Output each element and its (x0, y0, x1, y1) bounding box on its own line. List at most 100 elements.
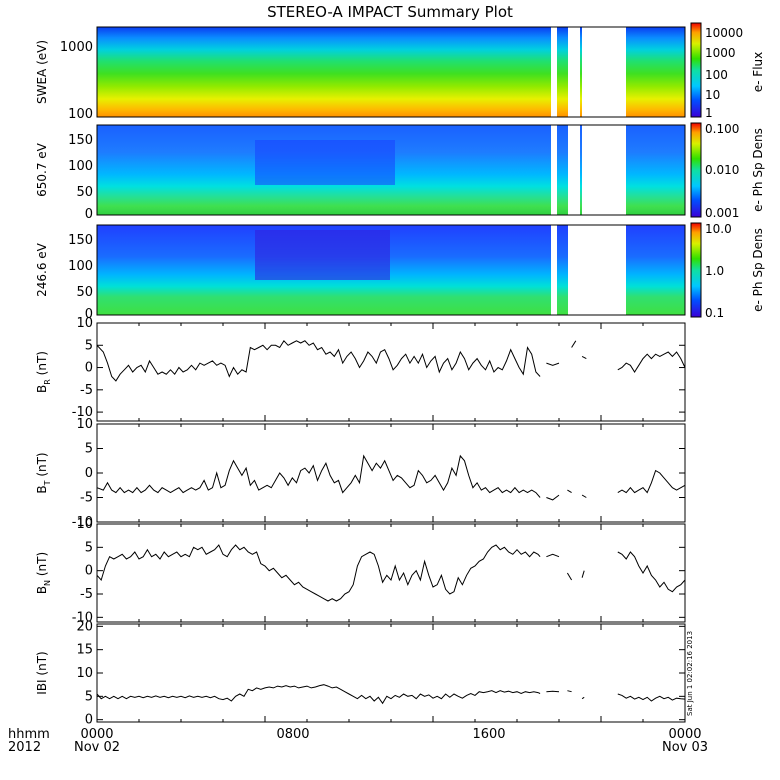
bt-ytick-label: -5 (80, 491, 93, 506)
swea-ytick-label: 1000 (60, 40, 93, 55)
pad-246-gap (551, 225, 557, 315)
br-trace-segment (617, 351, 686, 373)
bn-ytick-label: -5 (80, 587, 93, 602)
br-ylabel: BR (nT) (35, 351, 52, 393)
swea-cbar-tick: 1000 (705, 46, 736, 60)
pad-650-ytick-label: 150 (68, 133, 93, 148)
x-tick-label: 0000 (80, 727, 113, 742)
bn-ytick-label: 10 (76, 517, 93, 532)
br-ytick-label: 0 (85, 361, 93, 376)
bt-trace-segment (567, 489, 572, 494)
bn-ytick-label: 0 (85, 564, 93, 579)
bn-panel: 10 5 0 -5 -10 BN (nT) (35, 517, 686, 625)
pad-650-frame (96, 124, 686, 216)
pad-650-ytick-label: 50 (76, 185, 93, 200)
bn-trace-segment (566, 572, 573, 581)
bt-frame (96, 423, 686, 523)
br-ytick-label: 5 (85, 338, 93, 353)
bmag-panel: 20 15 10 5 0 IBI (nT) (35, 619, 686, 728)
bmag-trace-segment (581, 696, 585, 700)
bt-trace-segment (617, 469, 686, 494)
x-date-label: Nov 03 (662, 740, 708, 755)
br-panel: 10 5 0 -5 -10 BR (nT) (35, 316, 686, 422)
swea-cbar-tick: 10000 (705, 26, 743, 40)
pad-650-cbar-tick: 0.001 (705, 206, 739, 220)
pad-650-panel: 150 100 50 0 650.7 eV 0.100 0.010 0.001 … (35, 122, 765, 222)
pad-246-ylabel: 246.6 eV (35, 242, 49, 297)
bmag-ytick-label: 15 (76, 643, 93, 658)
pad-650-gap (551, 125, 557, 215)
br-trace-segment (546, 362, 560, 366)
swea-cbar-tick: 10 (705, 88, 720, 102)
bt-trace-segment (546, 494, 560, 501)
x-tick-label: 1600 (472, 727, 505, 742)
x-tick-label: 0800 (276, 727, 309, 742)
pad-246-ytick-label: 150 (68, 233, 93, 248)
swea-ylabel: SWEA (eV) (35, 40, 49, 104)
pad-650-cbar-label: e- Ph Sp Dens (751, 128, 765, 212)
swea-panel: 1000 100 SWEA (eV) 10000 1000 100 10 1 e… (35, 22, 765, 122)
pad-650-ytick-label: 100 (68, 159, 93, 174)
bn-frame (96, 523, 686, 623)
bmag-trace-segment (546, 690, 560, 693)
swea-ytick-label: 100 (68, 107, 93, 122)
swea-cbar-tick: 1 (705, 106, 713, 120)
br-ytick-label: -10 (72, 405, 93, 420)
bt-ylabel: BT (nT) (35, 452, 52, 493)
bt-ytick-label: 10 (76, 417, 93, 432)
bt-trace-segment (581, 494, 587, 498)
bt-ytick-label: 0 (85, 466, 93, 481)
x-date-label: Nov 02 (74, 740, 120, 755)
br-trace-segment (571, 340, 577, 348)
pad-246-cbar-label: e- Ph Sp Dens (751, 228, 765, 312)
pad-650-dark-region (255, 140, 395, 185)
swea-frame (96, 26, 686, 118)
pad-650-colorbar (690, 122, 702, 218)
magnetic-field-panels: 10 5 0 -5 -10 BR (nT) 10 5 0 -5 -10 BT (nT) 10 5 0 -5 -1… (35, 316, 686, 728)
pad-246-ytick-label: 50 (76, 285, 93, 300)
bt-ytick-label: 5 (85, 442, 93, 457)
bmag-ylabel: IBI (nT) (35, 651, 49, 694)
pad-246-dark-region (255, 230, 390, 280)
pad-246-cbar-tick: 0.1 (705, 306, 724, 320)
br-ytick-label: 10 (76, 316, 93, 331)
pad-650-gap (582, 125, 626, 215)
bn-trace-segment (96, 544, 541, 602)
timestamp-label: Sat Jun 1 02:02:16 2013 (686, 631, 694, 716)
bmag-ytick-label: 5 (85, 689, 93, 704)
pad-650-ytick-label: 0 (85, 207, 93, 222)
pad-650-cbar-tick: 0.100 (705, 122, 739, 136)
pad-650-cbar-tick: 0.010 (705, 163, 739, 177)
pad-246-gap (568, 225, 626, 315)
pad-246-cbar-tick: 10.0 (705, 222, 732, 236)
pad-246-colorbar (690, 222, 702, 318)
bt-panel: 10 5 0 -5 -10 BT (nT) (35, 417, 686, 530)
br-ytick-label: -5 (80, 383, 93, 398)
pad-650-gap (568, 125, 580, 215)
bmag-frame (96, 623, 686, 723)
pad-246-panel: 150 100 50 0 246.6 eV 10.0 1.0 0.1 e- Ph… (35, 222, 765, 322)
pad-650-ylabel: 650.7 eV (35, 142, 49, 197)
bt-ytick-label: -10 (72, 515, 93, 530)
bmag-trace-segment (96, 684, 541, 705)
footer-year: 2012 (8, 740, 41, 755)
bn-ytick-label: -10 (72, 610, 93, 625)
swea-gap (582, 27, 626, 117)
pad-246-cbar-tick: 1.0 (705, 264, 724, 278)
bt-trace-segment (96, 454, 541, 498)
bmag-trace-segment (617, 693, 686, 702)
br-trace-segment (96, 339, 541, 382)
bn-ylabel: BN (nT) (35, 552, 52, 594)
swea-cbar-tick: 100 (705, 68, 728, 82)
bmag-ytick-label: 20 (76, 619, 93, 634)
plot-title: STEREO-A IMPACT Summary Plot (267, 3, 513, 21)
bn-ytick-label: 5 (85, 540, 93, 555)
bmag-trace-segment (567, 690, 572, 693)
pad-246-ytick-label: 0 (85, 307, 93, 322)
swea-gap (551, 27, 557, 117)
bn-trace-segment (617, 551, 686, 593)
bn-trace-segment (546, 553, 560, 558)
swea-cbar-label: e- Flux (751, 52, 765, 92)
swea-colorbar (690, 22, 702, 118)
